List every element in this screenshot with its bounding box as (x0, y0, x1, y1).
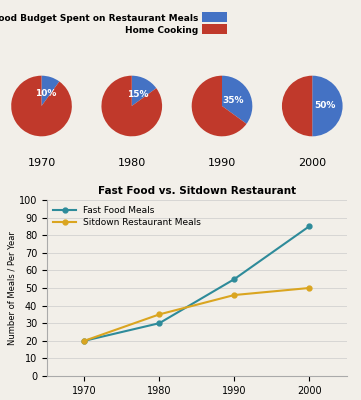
Text: Percentage of Food Budget Spent on Restaurant Meals: Percentage of Food Budget Spent on Resta… (0, 14, 199, 23)
Wedge shape (11, 76, 72, 136)
Sitdown Restaurant Meals (307, 286, 311, 290)
Y-axis label: Number of Meals / Per Year: Number of Meals / Per Year (7, 231, 16, 345)
Wedge shape (222, 76, 252, 124)
Line: Fast Food Meals: Fast Food Meals (82, 224, 312, 343)
Sitdown Restaurant Meals (232, 293, 236, 298)
Text: 1980: 1980 (118, 158, 146, 168)
Text: 2000: 2000 (298, 158, 326, 168)
Text: Home Cooking: Home Cooking (125, 26, 199, 35)
Title: Fast Food vs. Sitdown Restaurant: Fast Food vs. Sitdown Restaurant (98, 186, 296, 196)
Fast Food Meals (232, 277, 236, 282)
Sitdown Restaurant Meals (82, 338, 87, 343)
Sitdown Restaurant Meals (157, 312, 161, 317)
Wedge shape (132, 76, 156, 106)
Wedge shape (192, 76, 247, 136)
Text: 50%: 50% (314, 102, 336, 110)
Legend: Fast Food Meals, Sitdown Restaurant Meals: Fast Food Meals, Sitdown Restaurant Meal… (52, 204, 203, 229)
Line: Sitdown Restaurant Meals: Sitdown Restaurant Meals (82, 286, 312, 343)
Wedge shape (282, 76, 312, 136)
Wedge shape (101, 76, 162, 136)
Wedge shape (42, 76, 59, 106)
Text: 15%: 15% (127, 90, 148, 99)
Fast Food Meals (82, 338, 87, 343)
Text: 10%: 10% (35, 89, 56, 98)
Text: 1970: 1970 (27, 158, 56, 168)
Text: 35%: 35% (223, 96, 244, 105)
Wedge shape (312, 76, 343, 136)
Text: 1990: 1990 (208, 158, 236, 168)
Fast Food Meals (157, 321, 161, 326)
Fast Food Meals (307, 224, 311, 229)
